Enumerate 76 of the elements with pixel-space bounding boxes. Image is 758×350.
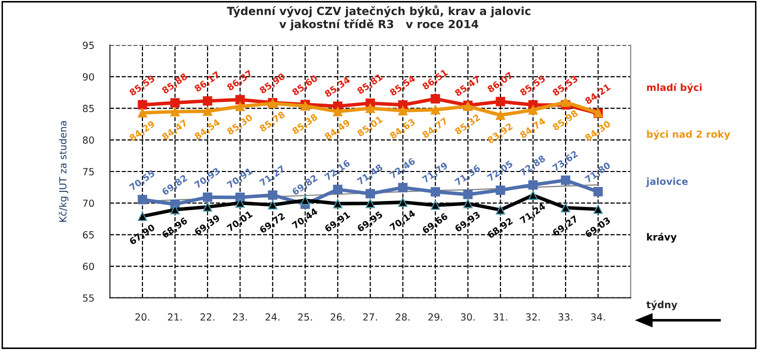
x-tick-label: 21. — [168, 313, 182, 321]
point — [560, 203, 570, 212]
x-tick-label: 33. — [558, 313, 572, 321]
point — [300, 196, 310, 205]
point — [235, 94, 245, 104]
point — [430, 200, 440, 210]
point — [138, 212, 148, 222]
x-tick-label: 28. — [396, 313, 410, 321]
point — [235, 192, 245, 202]
point — [398, 198, 408, 207]
point — [333, 184, 342, 194]
x-tick-label: 30. — [460, 313, 475, 321]
point — [496, 205, 506, 215]
point — [268, 200, 278, 210]
x-tick-label: 23. — [233, 313, 247, 321]
point — [496, 110, 506, 120]
y-tick-label: 65 — [82, 231, 94, 239]
point — [170, 98, 180, 108]
text: krávy — [647, 232, 677, 243]
point — [463, 198, 473, 208]
text: jalovice — [646, 177, 688, 187]
point — [593, 204, 603, 214]
point — [463, 190, 473, 200]
point — [138, 194, 148, 204]
point — [430, 94, 440, 104]
point — [202, 192, 212, 202]
chart-title: Týdenní vývoj CZV jatečných býků, krav a jalovic v jakostní třídě R3 v roce 2014 — [226, 5, 530, 30]
point — [496, 185, 506, 195]
text: býci nad 2 roky — [647, 130, 730, 140]
y-axis-title: Kč/kg JUT za studena — [58, 121, 68, 222]
point — [202, 106, 212, 116]
point — [333, 198, 342, 208]
point — [268, 190, 278, 200]
point — [398, 182, 408, 192]
x-axis-title: týdny — [646, 300, 678, 310]
x-tick-label: 25. — [298, 313, 312, 321]
x-tick-label: 34. — [591, 313, 605, 321]
x-tick-label: 32. — [526, 313, 540, 321]
x-tick-label: 27. — [363, 313, 377, 321]
point — [170, 204, 180, 214]
point — [528, 180, 538, 190]
point — [496, 96, 506, 106]
point — [398, 106, 408, 116]
point — [366, 198, 375, 208]
point — [235, 102, 245, 112]
point — [593, 187, 603, 196]
y-tick-label: 95 — [82, 42, 94, 49]
y-tick-label: 75 — [83, 168, 94, 176]
point — [202, 96, 212, 106]
point — [202, 202, 212, 212]
point — [430, 105, 440, 114]
point — [170, 106, 180, 116]
point — [366, 189, 375, 198]
point — [333, 106, 342, 116]
point — [138, 108, 148, 118]
point — [138, 100, 148, 110]
point — [235, 198, 245, 208]
point — [430, 187, 440, 196]
x-tick-label: 24. — [266, 313, 280, 321]
x-tick-label: 22. — [200, 313, 214, 321]
x-tick-label: 31. — [493, 313, 508, 321]
point — [560, 97, 570, 107]
x-tick-label: 20. — [135, 313, 150, 321]
y-tick-label: 85 — [82, 104, 94, 112]
point — [528, 190, 538, 200]
point — [560, 176, 570, 185]
point — [528, 105, 538, 115]
y-tick-label: 60 — [82, 262, 94, 270]
point — [366, 104, 375, 113]
y-tick-label: 70 — [83, 200, 94, 207]
x-tick-label: 26. — [330, 313, 344, 321]
text: mladí býci — [647, 83, 702, 93]
y-tick-label: 80 — [82, 136, 94, 144]
x-tick-label: 29. — [428, 313, 442, 321]
y-tick-label: 55 — [83, 294, 94, 302]
y-tick-label: 90 — [82, 73, 94, 81]
